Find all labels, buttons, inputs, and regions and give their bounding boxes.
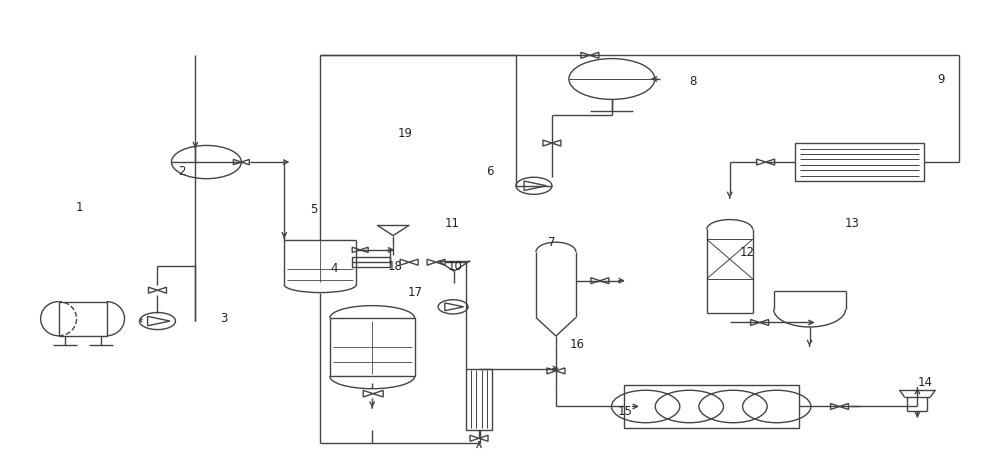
Bar	[795, 143, 924, 181]
Text: 5: 5	[310, 203, 318, 216]
Text: 19: 19	[398, 127, 413, 140]
Text: 7: 7	[548, 236, 555, 249]
Text: 13: 13	[845, 217, 859, 230]
Bar	[352, 257, 390, 268]
Text: 2: 2	[178, 165, 186, 178]
Text: 17: 17	[408, 286, 423, 299]
Text: 18: 18	[388, 260, 403, 273]
Text: 4: 4	[330, 262, 338, 275]
Text: 8: 8	[690, 75, 697, 88]
Text: 1: 1	[76, 201, 83, 214]
Text: 12: 12	[740, 246, 755, 259]
Text: 10: 10	[448, 260, 463, 273]
Bar	[59, 302, 107, 336]
Text: 9: 9	[937, 72, 945, 86]
Text: 11: 11	[445, 217, 460, 230]
Bar	[330, 318, 415, 376]
Text: 15: 15	[618, 405, 633, 418]
Text: 6: 6	[486, 165, 494, 178]
Text: 14: 14	[917, 376, 932, 389]
Text: 3: 3	[220, 312, 228, 325]
Bar	[466, 368, 492, 430]
Text: 16: 16	[570, 338, 585, 351]
Bar	[624, 385, 799, 428]
